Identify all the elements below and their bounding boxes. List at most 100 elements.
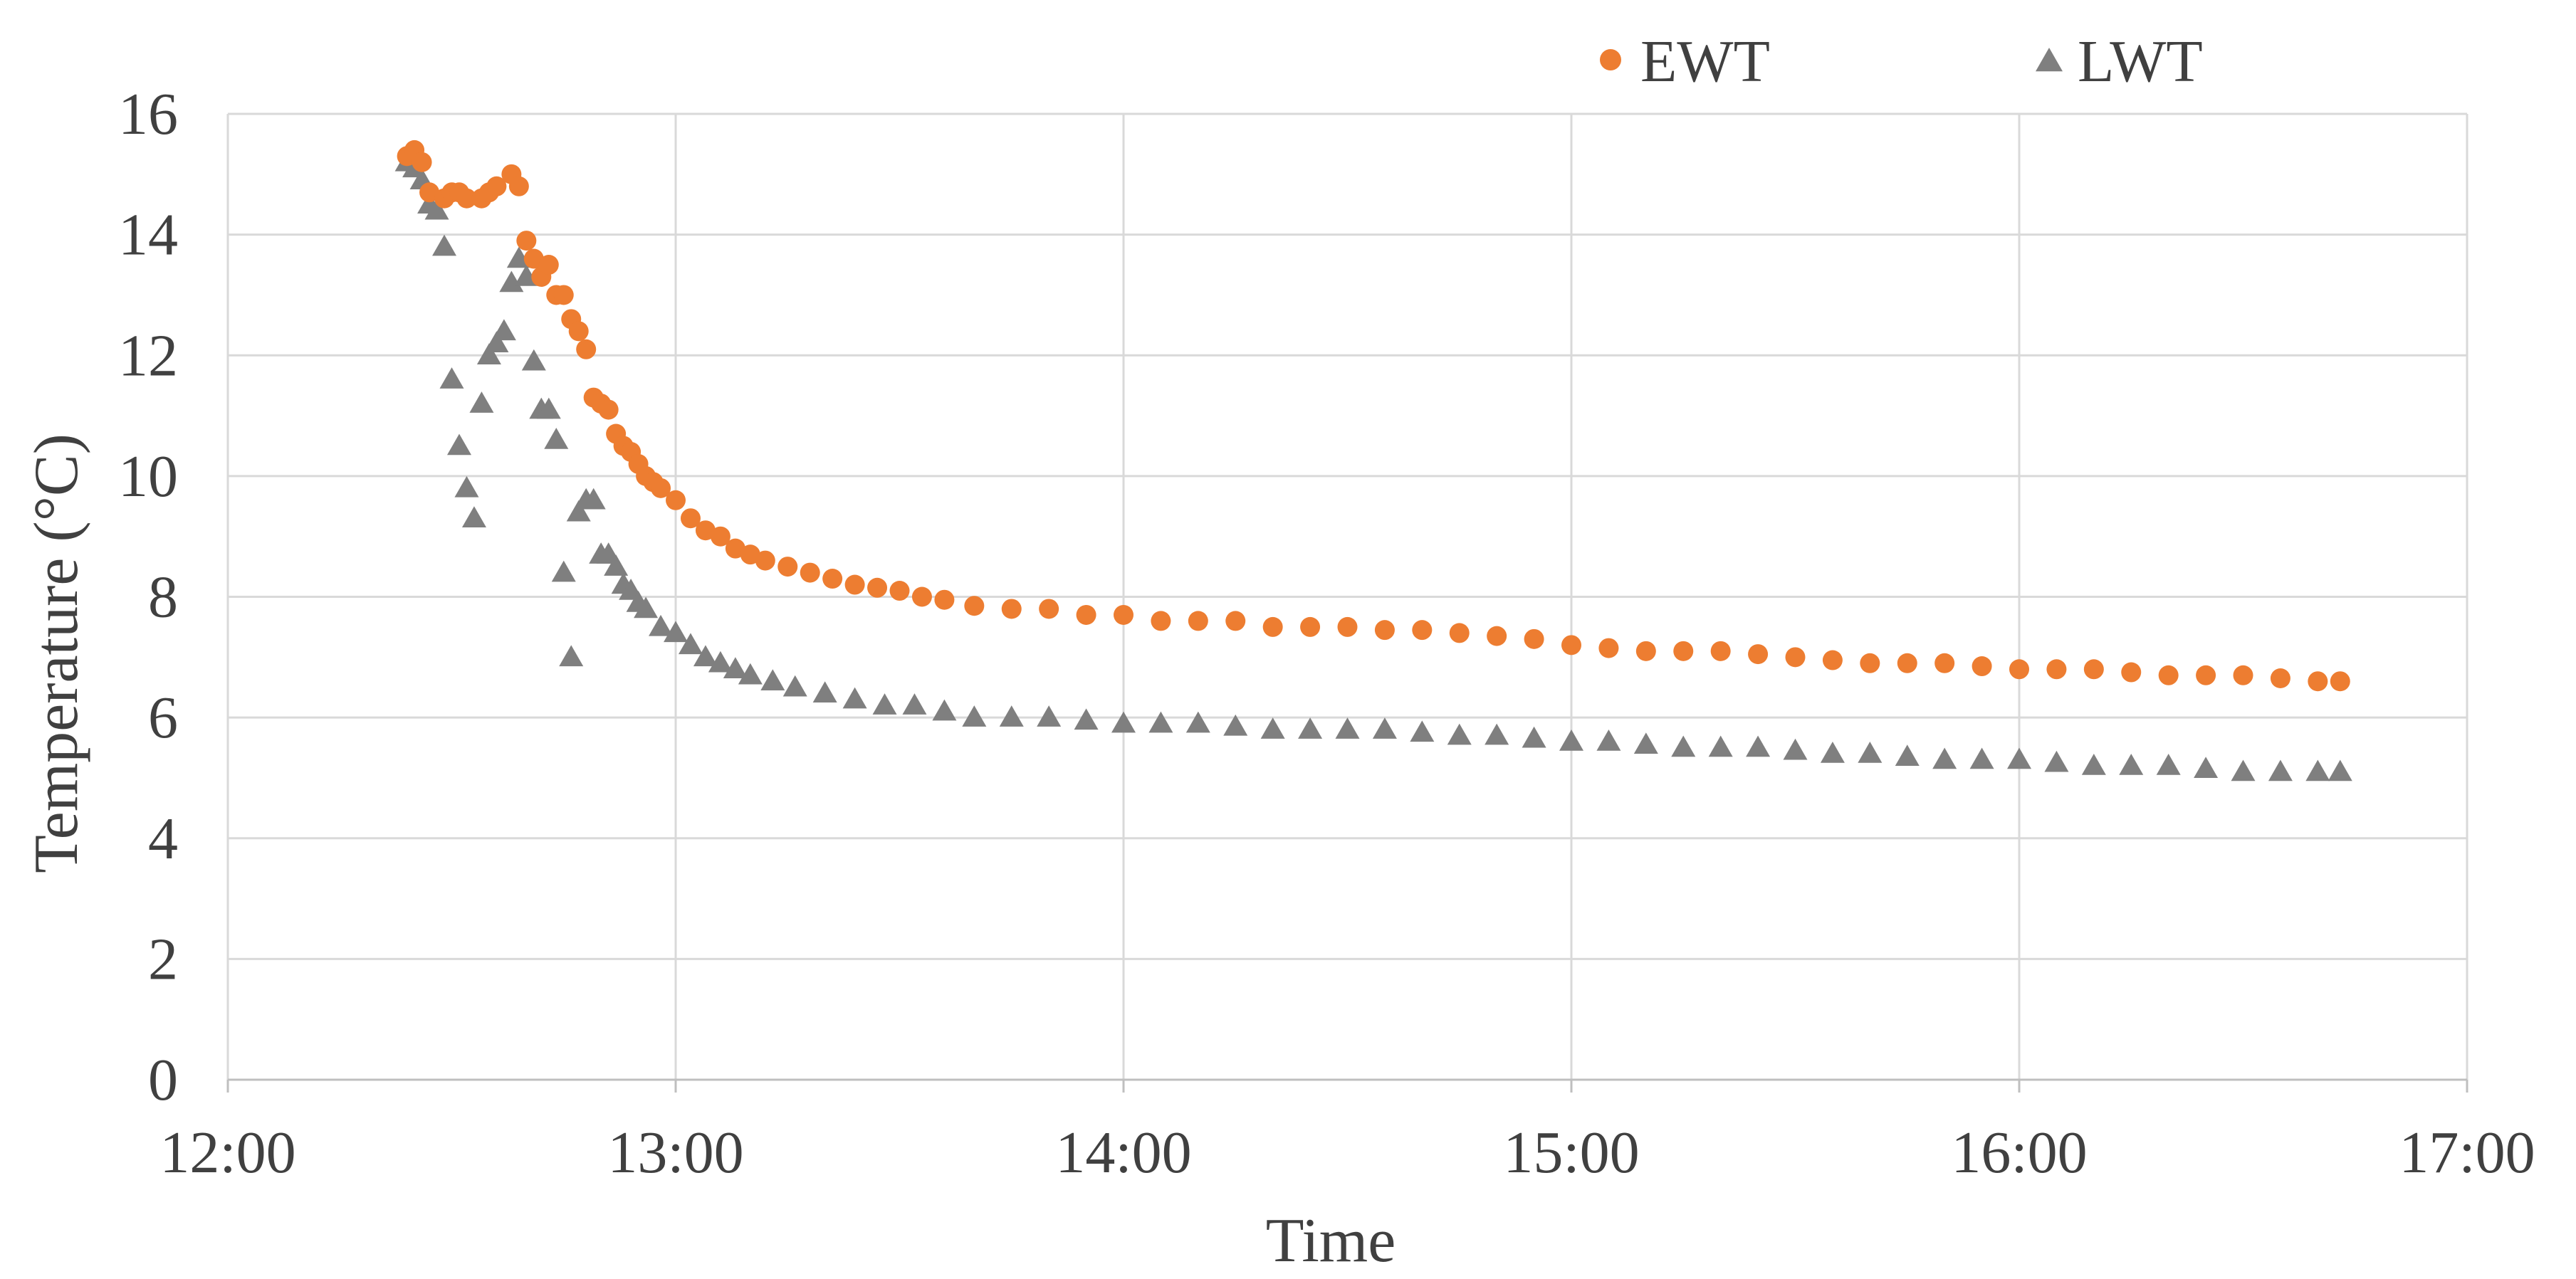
lwt-point	[1223, 714, 1248, 736]
ewt-point	[1673, 641, 1694, 661]
lwt-point	[842, 687, 867, 709]
ewt-point	[486, 176, 507, 196]
ewt-point	[1785, 647, 1806, 668]
ewt-point	[1524, 628, 1544, 649]
lwt-point	[566, 500, 591, 522]
y-tick-label: 12	[118, 322, 178, 389]
ewt-point	[508, 176, 529, 196]
lwt-point	[1969, 747, 1994, 769]
lwt-point	[1260, 717, 1285, 739]
ewt-point	[576, 339, 597, 359]
lwt-point	[1485, 723, 1509, 745]
lwt-point	[1037, 705, 1062, 727]
ewt-point	[822, 569, 843, 589]
lwt-point	[1671, 735, 1696, 757]
lwt-point	[664, 621, 688, 643]
lwt-point	[902, 693, 927, 715]
ewt-point	[964, 596, 985, 616]
lwt-point	[678, 633, 703, 655]
ewt-point	[2046, 659, 2067, 680]
ewt-point	[456, 188, 477, 209]
ewt-point	[800, 562, 820, 583]
lwt-point	[2156, 753, 2181, 775]
lwt-point	[424, 198, 449, 220]
ewt-point	[1449, 623, 1470, 643]
y-tick-label: 2	[148, 926, 178, 992]
ewt-point	[1188, 611, 1208, 631]
lwt-point	[581, 488, 606, 510]
x-tick-label: 16:00	[1951, 1120, 2087, 1186]
lwt-point	[536, 397, 561, 419]
tick-labels: 0 2 4 6 8 10 12 14 16 12:00 13:00 14:00 15:00 16:00 17…	[118, 81, 2535, 1186]
ewt-point	[1561, 635, 1581, 656]
y-tick-label: 0	[148, 1047, 178, 1113]
ewt-point	[1337, 616, 1358, 637]
ewt-point	[1748, 644, 1769, 665]
ewt-point	[934, 589, 955, 610]
x-tick-label: 15:00	[1503, 1120, 1639, 1186]
lwt-point	[1111, 711, 1136, 733]
legend-item-ewt: EWT	[1600, 28, 1770, 95]
ewt-point	[844, 574, 865, 595]
legend-marker-circle	[1600, 49, 1621, 70]
lwt-point	[1559, 730, 1583, 751]
lwt-point	[2194, 757, 2219, 778]
lwt-point	[461, 506, 486, 527]
ewt-point	[523, 248, 544, 269]
lwt-point	[2268, 759, 2293, 781]
ewt-point	[553, 285, 574, 305]
axes	[226, 1078, 2468, 1093]
ewt-point	[867, 577, 888, 598]
data-series	[394, 140, 2352, 781]
ewt-point	[1039, 599, 1059, 619]
ewt-point	[1001, 599, 1022, 619]
lwt-point	[760, 669, 785, 690]
lwt-point	[544, 427, 569, 449]
ewt-point	[1598, 638, 1619, 658]
ewt-point	[740, 544, 760, 565]
ewt-point	[1487, 626, 1507, 646]
ewt-point	[1972, 656, 1992, 677]
ewt-point	[2083, 659, 2104, 680]
ewt-point	[695, 520, 716, 541]
lwt-point	[1335, 717, 1360, 739]
lwt-point	[962, 705, 987, 727]
legend: EWT LWT	[1600, 28, 2203, 95]
lwt-point	[693, 645, 718, 667]
lwt-point	[872, 693, 897, 715]
ewt-point	[598, 399, 619, 420]
ewt-point	[889, 581, 910, 601]
ewt-point	[2009, 659, 2029, 680]
ewt-point	[1300, 616, 1321, 637]
ewt-point	[755, 550, 775, 571]
ewt-point	[777, 557, 798, 577]
lwt-point	[1708, 735, 1733, 757]
ewt-point	[1822, 650, 1843, 670]
lwt-point	[1410, 720, 1435, 742]
ewt-point	[1635, 641, 1656, 661]
ewt-point	[2308, 671, 2328, 692]
lwt-point	[1783, 738, 1808, 760]
lwt-point	[484, 331, 509, 353]
y-tick-label: 4	[148, 806, 178, 872]
series-ewt	[397, 140, 2350, 692]
ewt-point	[725, 538, 745, 559]
lwt-point	[649, 614, 674, 636]
ewt-point	[1114, 604, 1133, 625]
x-tick-label: 13:00	[607, 1120, 743, 1186]
ewt-point	[412, 152, 432, 172]
legend-label: LWT	[2078, 28, 2203, 95]
ewt-point	[1897, 653, 1917, 673]
lwt-point	[634, 596, 659, 619]
legend-label: EWT	[1640, 28, 1770, 95]
ewt-point	[1076, 604, 1096, 625]
ewt-point	[516, 231, 537, 251]
y-axis-title: Temperature (°C)	[22, 433, 91, 873]
lwt-point	[1633, 732, 1658, 754]
y-tick-label: 6	[148, 685, 178, 751]
ewt-point	[1412, 620, 1433, 641]
lwt-point	[723, 657, 748, 679]
ewt-point	[2158, 665, 2179, 685]
lwt-point	[604, 554, 629, 576]
lwt-point	[454, 475, 479, 498]
